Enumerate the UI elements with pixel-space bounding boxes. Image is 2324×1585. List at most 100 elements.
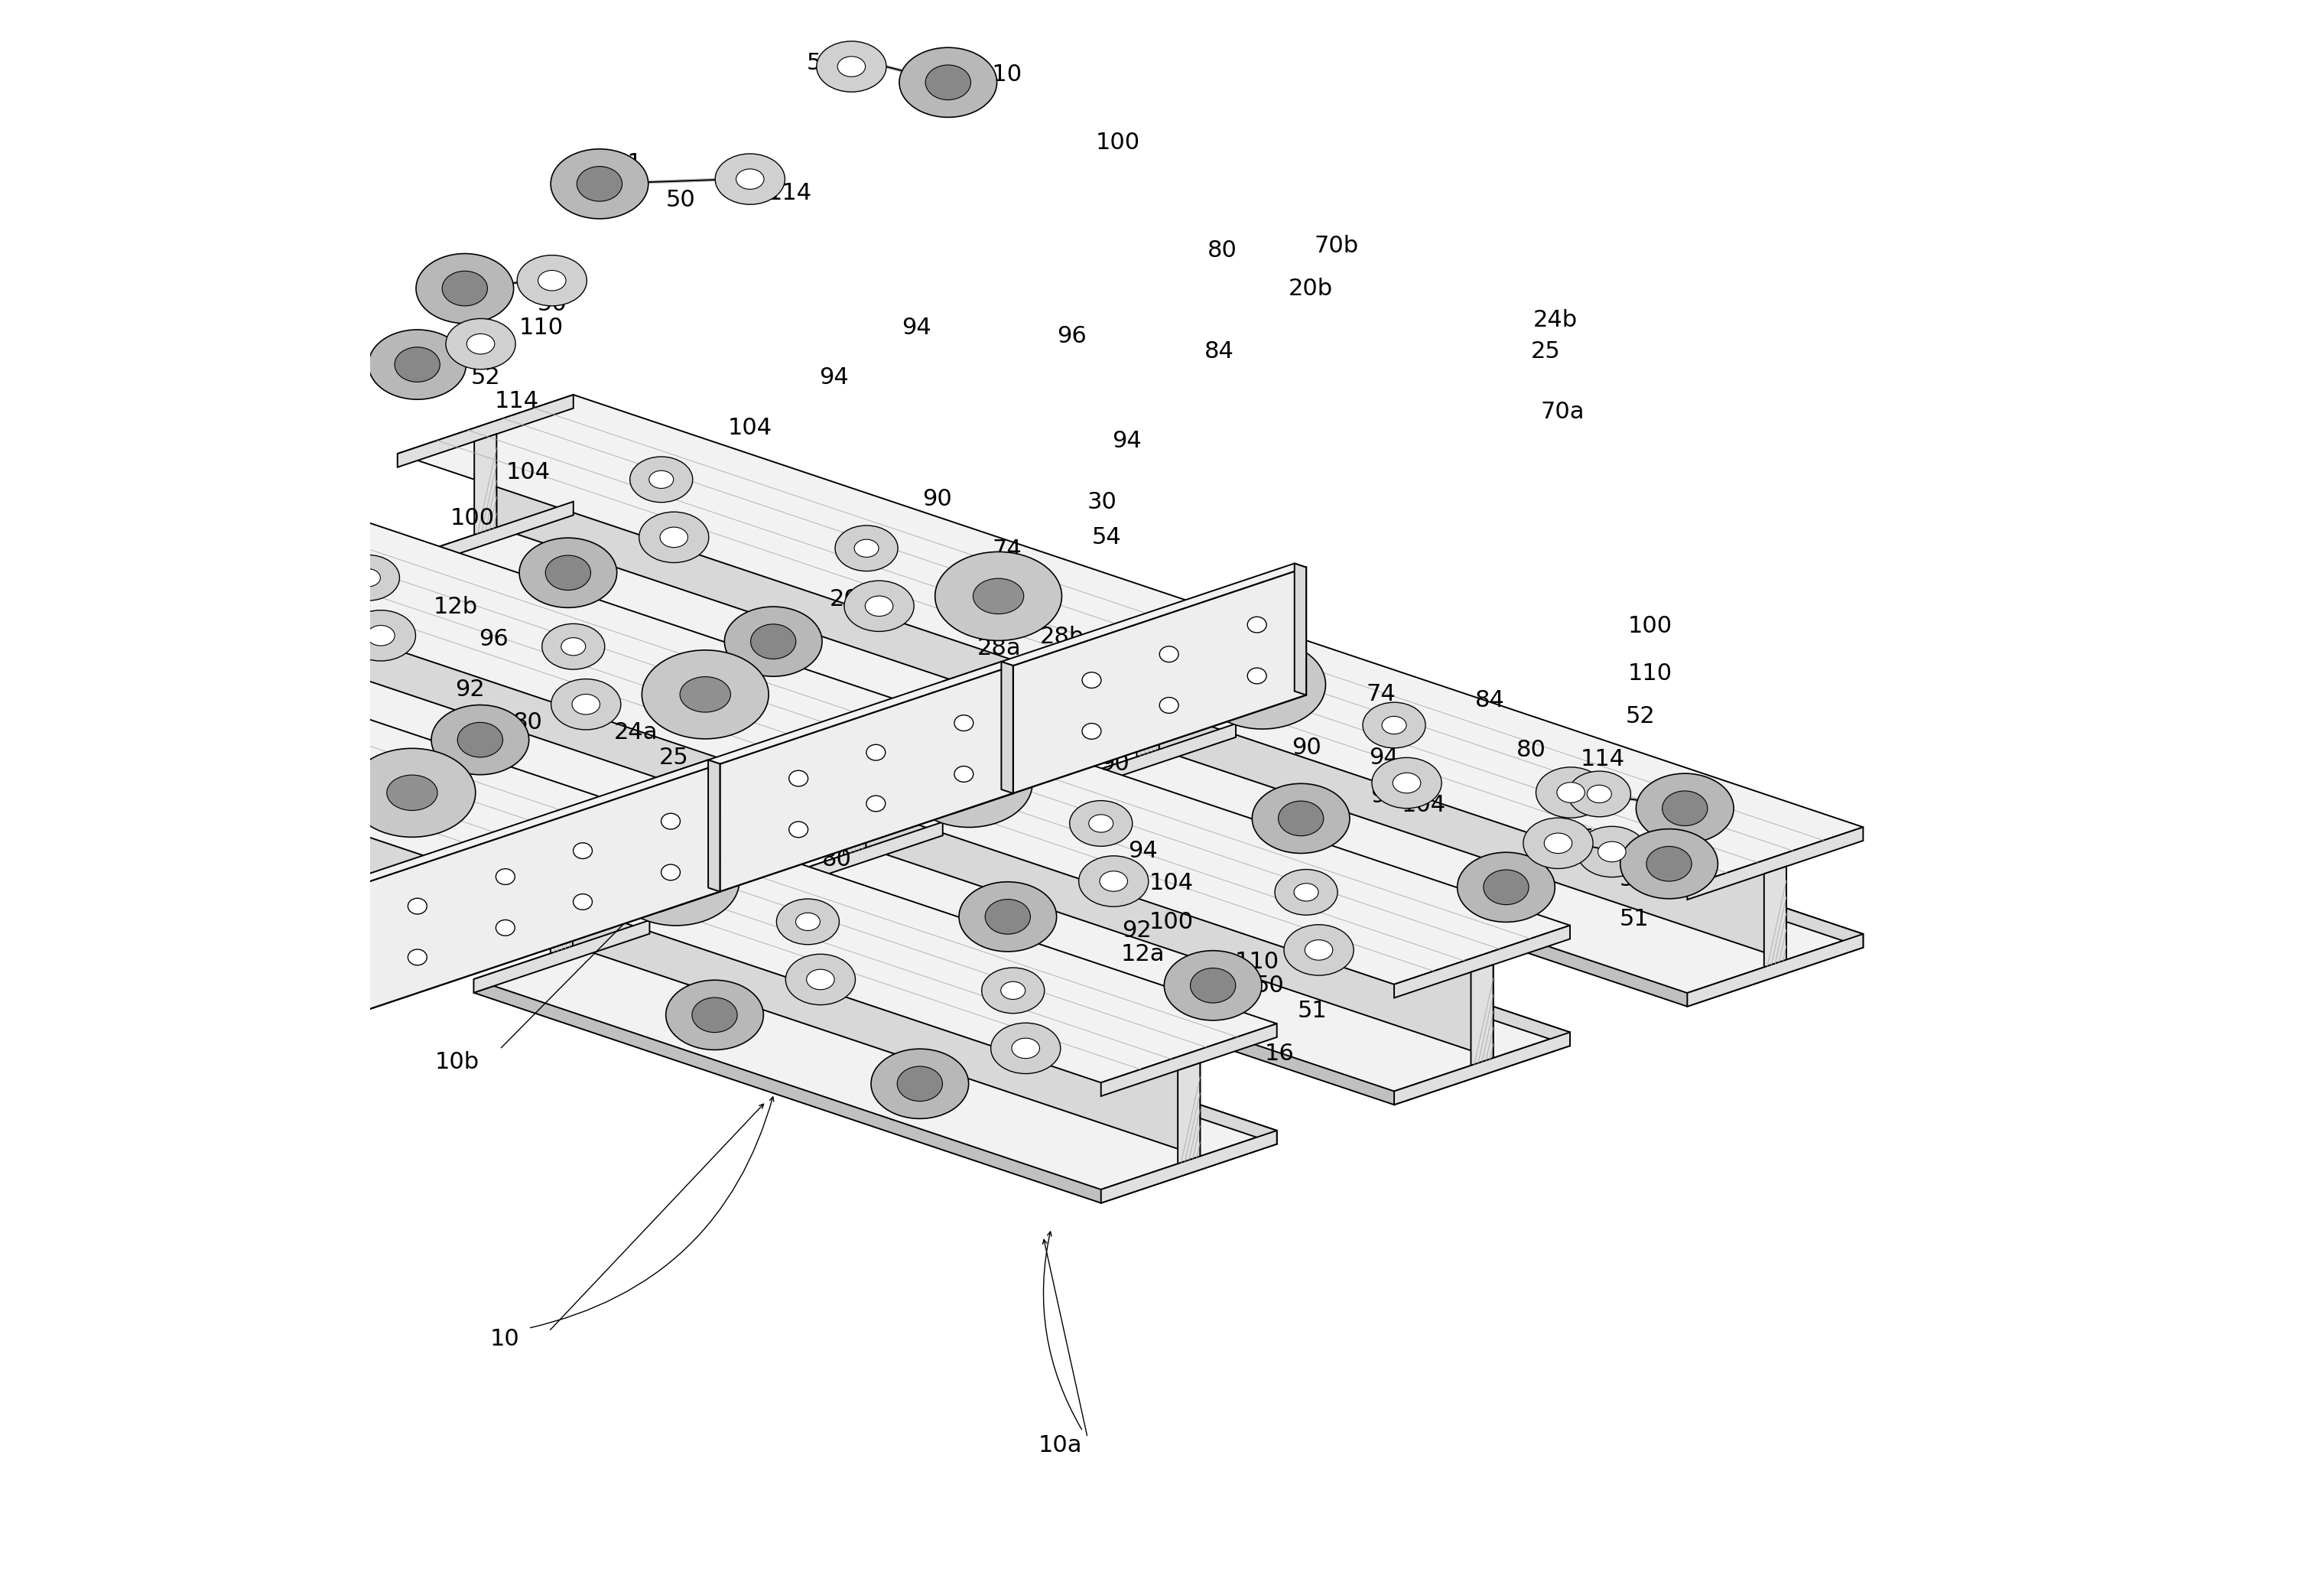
Ellipse shape: [395, 347, 439, 382]
Ellipse shape: [934, 552, 1062, 640]
Polygon shape: [439, 908, 614, 981]
Ellipse shape: [725, 607, 823, 677]
Text: 12b: 12b: [432, 596, 476, 618]
Ellipse shape: [576, 166, 623, 201]
Ellipse shape: [541, 624, 604, 669]
Text: 94: 94: [1127, 840, 1157, 862]
Ellipse shape: [1160, 697, 1178, 713]
Text: 90: 90: [1090, 808, 1120, 831]
Ellipse shape: [574, 843, 593, 859]
Text: 52: 52: [1620, 869, 1650, 891]
Text: 84: 84: [1204, 341, 1234, 363]
Ellipse shape: [1164, 951, 1262, 1021]
Ellipse shape: [0, 751, 5, 786]
Ellipse shape: [0, 734, 30, 804]
Ellipse shape: [1276, 870, 1339, 915]
Polygon shape: [551, 853, 572, 954]
Ellipse shape: [702, 800, 720, 816]
Ellipse shape: [834, 526, 897, 571]
Text: 100: 100: [1627, 615, 1673, 637]
Text: 54: 54: [957, 594, 988, 617]
Polygon shape: [105, 599, 909, 869]
Ellipse shape: [495, 919, 516, 935]
Text: 51: 51: [806, 52, 837, 74]
Polygon shape: [944, 563, 1306, 685]
Ellipse shape: [44, 653, 107, 699]
Polygon shape: [809, 742, 830, 843]
Ellipse shape: [137, 804, 235, 873]
Ellipse shape: [786, 954, 855, 1005]
Ellipse shape: [1636, 773, 1734, 843]
Text: 110: 110: [518, 317, 562, 339]
Ellipse shape: [467, 334, 495, 353]
Ellipse shape: [1662, 791, 1708, 826]
Ellipse shape: [432, 705, 530, 775]
Ellipse shape: [639, 512, 709, 563]
Text: 114: 114: [767, 182, 811, 204]
Ellipse shape: [681, 677, 730, 712]
Ellipse shape: [1160, 647, 1178, 663]
Text: 84: 84: [1476, 689, 1506, 712]
Ellipse shape: [1002, 981, 1025, 1000]
Ellipse shape: [806, 970, 834, 989]
Ellipse shape: [1078, 856, 1148, 907]
Ellipse shape: [386, 775, 437, 810]
Ellipse shape: [660, 813, 681, 829]
Text: 24b: 24b: [1534, 309, 1578, 331]
Ellipse shape: [74, 724, 102, 743]
Ellipse shape: [1557, 783, 1585, 802]
Ellipse shape: [1578, 826, 1648, 877]
Text: 80: 80: [514, 712, 544, 734]
Text: 16: 16: [1264, 1043, 1294, 1065]
Polygon shape: [1160, 656, 1787, 961]
Text: 60a: 60a: [816, 769, 860, 791]
Text: 24a: 24a: [614, 721, 658, 743]
Polygon shape: [0, 591, 614, 861]
Text: 28b: 28b: [1039, 626, 1085, 648]
Ellipse shape: [614, 837, 739, 926]
Text: 50: 50: [1255, 975, 1285, 997]
Text: 110: 110: [978, 63, 1023, 86]
Polygon shape: [767, 823, 1571, 1090]
Ellipse shape: [651, 864, 702, 899]
Text: 54: 54: [1092, 526, 1122, 548]
Text: 90: 90: [1099, 753, 1129, 775]
Polygon shape: [1178, 1064, 1199, 1163]
Ellipse shape: [446, 319, 516, 369]
Text: 94: 94: [1371, 785, 1401, 807]
Ellipse shape: [1011, 1038, 1039, 1059]
Ellipse shape: [53, 708, 123, 759]
Polygon shape: [1060, 617, 1864, 886]
Text: 28a: 28a: [976, 637, 1020, 659]
Polygon shape: [0, 631, 537, 934]
Ellipse shape: [1569, 772, 1631, 816]
Text: 51: 51: [614, 152, 644, 174]
Text: 20b: 20b: [1290, 277, 1334, 300]
Ellipse shape: [518, 537, 616, 607]
Ellipse shape: [660, 528, 688, 547]
Polygon shape: [281, 599, 909, 824]
Ellipse shape: [551, 678, 621, 729]
Ellipse shape: [660, 864, 681, 880]
Text: 12a: 12a: [1120, 943, 1164, 965]
Polygon shape: [1102, 1024, 1276, 1097]
Polygon shape: [474, 921, 1276, 1189]
Ellipse shape: [693, 997, 737, 1032]
Ellipse shape: [776, 899, 839, 945]
Ellipse shape: [867, 796, 885, 812]
Polygon shape: [1060, 737, 1864, 1006]
Ellipse shape: [1362, 702, 1425, 748]
Ellipse shape: [1457, 853, 1555, 922]
Ellipse shape: [572, 694, 600, 715]
Text: 51: 51: [1297, 1000, 1327, 1022]
Polygon shape: [397, 395, 1202, 664]
Ellipse shape: [574, 894, 593, 910]
Text: 94: 94: [1113, 430, 1141, 452]
Text: 114: 114: [1580, 748, 1624, 770]
Polygon shape: [844, 754, 867, 856]
Text: 104: 104: [1401, 794, 1446, 816]
Polygon shape: [105, 613, 909, 883]
Polygon shape: [181, 533, 205, 632]
Ellipse shape: [1236, 667, 1287, 702]
Text: 94: 94: [902, 317, 932, 339]
